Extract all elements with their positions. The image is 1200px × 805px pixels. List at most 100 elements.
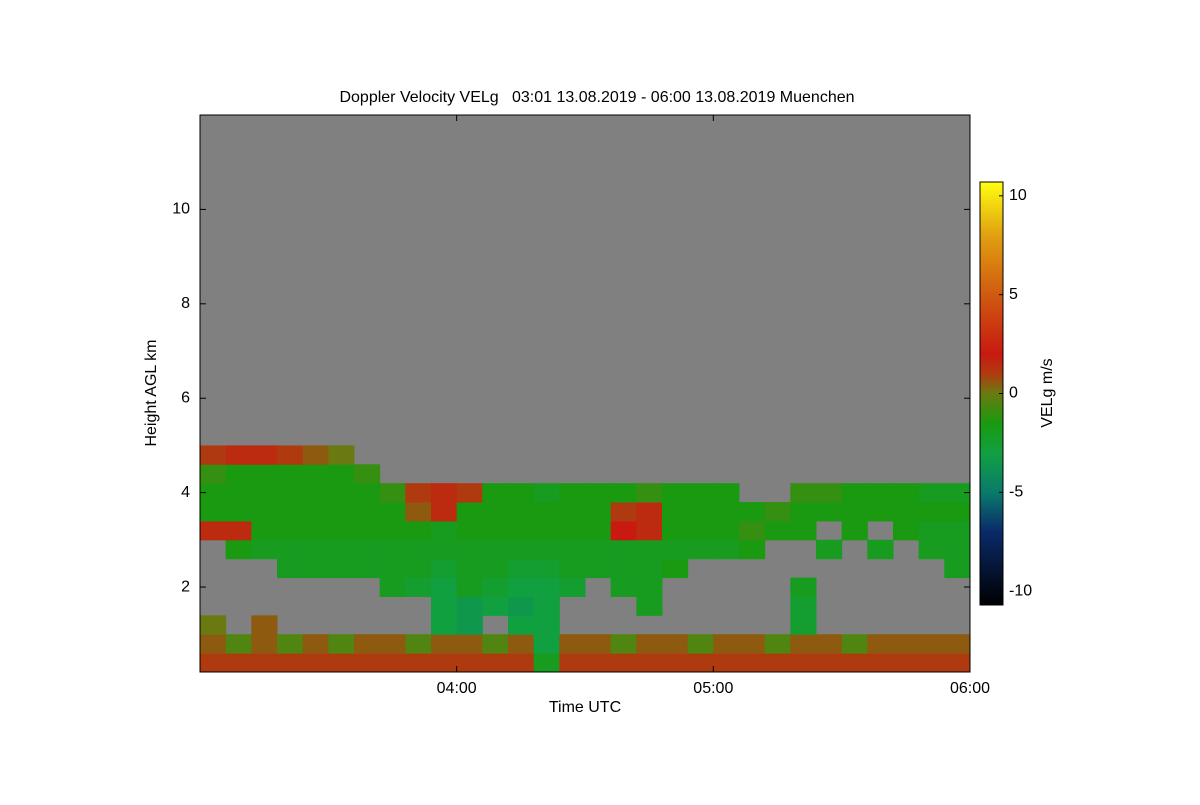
heatmap-cell [302, 634, 329, 654]
heatmap-cell [431, 558, 458, 579]
heatmap-cell [790, 577, 817, 597]
heatmap-cell [277, 653, 304, 672]
heatmap-cell [251, 464, 278, 484]
heatmap-cell [533, 502, 560, 522]
heatmap-cell [456, 615, 483, 635]
heatmap-cell [944, 634, 970, 654]
heatmap-cell [739, 502, 766, 522]
heatmap-cell [687, 520, 714, 541]
colorbar-tick-label: 5 [1009, 286, 1018, 303]
heatmap-cell [302, 502, 329, 522]
heatmap-cell [431, 653, 458, 672]
heatmap-cell [482, 539, 509, 560]
heatmap-cell [687, 539, 714, 560]
heatmap-cell [379, 539, 406, 560]
heatmap-cell [277, 539, 304, 560]
colorbar-tick-label: -10 [1009, 582, 1032, 599]
heatmap-cell [585, 634, 612, 654]
heatmap-cell [251, 653, 278, 672]
heatmap-cell [302, 653, 329, 672]
heatmap-cell [585, 558, 612, 579]
heatmap-cell [482, 520, 509, 541]
heatmap-cell [713, 539, 740, 560]
heatmap-cell [225, 520, 252, 541]
heatmap-cell [610, 577, 637, 597]
heatmap-cell [379, 634, 406, 654]
heatmap-cell [867, 483, 894, 503]
heatmap-cell [277, 464, 304, 484]
heatmap-cell [225, 539, 252, 560]
heatmap-cell [559, 634, 586, 654]
heatmap-cell [277, 445, 304, 465]
heatmap-cell [482, 653, 509, 672]
heatmap-cell [354, 653, 381, 672]
heatmap-cell [764, 653, 791, 672]
heatmap-cell [225, 483, 252, 503]
heatmap-cell [354, 634, 381, 654]
heatmap-cell [405, 520, 432, 541]
heatmap-cell [687, 502, 714, 522]
heatmap-cell [687, 483, 714, 503]
heatmap-cell [585, 483, 612, 503]
heatmap-cell [893, 653, 920, 672]
heatmap-cell [200, 483, 227, 503]
heatmap-cell [867, 502, 894, 522]
x-axis-label: Time UTC [549, 699, 621, 716]
heatmap-cell [662, 653, 689, 672]
heatmap-cell [841, 634, 868, 654]
heatmap-cell [225, 464, 252, 484]
heatmap-cell [944, 502, 970, 522]
heatmap-cell [739, 653, 766, 672]
heatmap-cell [379, 483, 406, 503]
heatmap-cell [816, 653, 843, 672]
heatmap-cell [867, 653, 894, 672]
heatmap-cell [302, 539, 329, 560]
heatmap-cell [225, 634, 252, 654]
heatmap-cell [610, 502, 637, 522]
heatmap-cell [431, 483, 458, 503]
heatmap-cell [200, 445, 227, 465]
heatmap-cell [251, 615, 278, 635]
heatmap-cell [944, 558, 970, 579]
heatmap-cell [508, 539, 535, 560]
heatmap-cell [559, 653, 586, 672]
heatmap-cell [739, 520, 766, 541]
heatmap-cell [533, 596, 560, 616]
heatmap-cell [816, 634, 843, 654]
heatmap-cell [662, 634, 689, 654]
heatmap-cell [713, 634, 740, 654]
heatmap-cell [508, 483, 535, 503]
heatmap-cell [893, 520, 920, 541]
heatmap-cell [354, 539, 381, 560]
heatmap-cell [405, 577, 432, 597]
heatmap-cell [944, 483, 970, 503]
heatmap-cell [482, 596, 509, 616]
y-tick-label: 10 [172, 201, 190, 218]
heatmap-cell [328, 539, 355, 560]
heatmap-cell [251, 634, 278, 654]
heatmap-cell [354, 558, 381, 579]
heatmap-cell [533, 558, 560, 579]
heatmap-cell [456, 520, 483, 541]
heatmap-cell [379, 653, 406, 672]
heatmap-cell [405, 539, 432, 560]
heatmap-cell [944, 653, 970, 672]
heatmap-cell [431, 596, 458, 616]
heatmap-cell [559, 558, 586, 579]
heatmap-cell [508, 596, 535, 616]
heatmap-cell [405, 483, 432, 503]
heatmap-cell [636, 653, 663, 672]
heatmap-cell [405, 634, 432, 654]
heatmap-cell [662, 502, 689, 522]
heatmap-cell [559, 577, 586, 597]
heatmap-cell [354, 483, 381, 503]
heatmap-cell [251, 502, 278, 522]
heatmap-cell [456, 502, 483, 522]
heatmap-cell [841, 653, 868, 672]
heatmap-cell [918, 520, 945, 541]
heatmap-cell [431, 520, 458, 541]
chart-title: Doppler Velocity VELg 03:01 13.08.2019 -… [339, 89, 854, 106]
heatmap-cell [508, 558, 535, 579]
heatmap-cell [559, 539, 586, 560]
